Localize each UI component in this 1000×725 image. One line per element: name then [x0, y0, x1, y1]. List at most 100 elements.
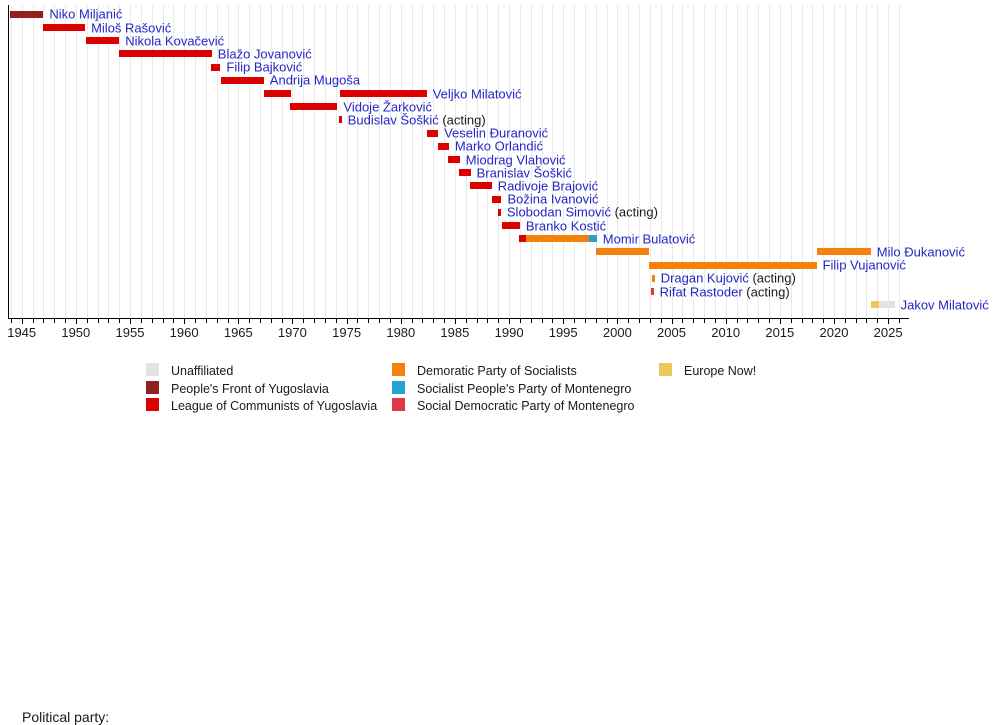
- person-name-link[interactable]: Branko Kostić: [525, 218, 607, 233]
- x-axis-major-tick: [292, 319, 294, 324]
- year-gridline: [801, 5, 803, 317]
- x-axis-tick-label: 1980: [386, 325, 416, 340]
- legend-label: Unaffiliated: [171, 364, 234, 378]
- term-bar: [339, 90, 427, 97]
- year-gridline: [108, 5, 110, 317]
- timeline-row-label: Milo Đukanović: [877, 245, 965, 258]
- x-axis-minor-tick: [519, 319, 521, 323]
- year-gridline: [411, 5, 413, 317]
- year-gridline: [758, 5, 760, 317]
- person-name-link[interactable]: Veselin Đuranović: [444, 125, 549, 141]
- person-name-link[interactable]: Radivoje Brajović: [497, 178, 599, 194]
- x-axis-minor-tick: [54, 319, 56, 323]
- timeline-row-label: Andrija Mugoša: [270, 74, 360, 87]
- x-axis-minor-tick: [866, 319, 868, 323]
- person-name-link[interactable]: Dragan Kujović: [660, 270, 749, 286]
- x-axis-major-tick: [75, 319, 77, 324]
- x-axis-tick-label: 1985: [440, 325, 470, 340]
- x-axis-minor-tick: [465, 319, 467, 323]
- year-gridline: [97, 5, 99, 317]
- year-gridline: [238, 5, 240, 317]
- year-gridline: [519, 5, 521, 317]
- term-bar: [491, 195, 502, 203]
- term-bar: [221, 76, 264, 84]
- legend-label: Socialist People's Party of Montenegro: [417, 382, 632, 396]
- person-name-link[interactable]: Vidoje Žarković: [343, 99, 433, 115]
- year-gridline: [54, 5, 56, 317]
- x-axis-minor-tick: [498, 319, 500, 323]
- x-axis-minor-tick: [649, 319, 651, 323]
- x-axis-minor-tick: [444, 319, 446, 323]
- x-axis-minor-tick: [43, 319, 45, 323]
- year-gridline: [465, 5, 467, 317]
- year-gridline: [682, 5, 684, 317]
- x-axis-minor-tick: [898, 319, 900, 323]
- person-name-link[interactable]: Filip Bajković: [226, 59, 303, 75]
- x-axis-major-tick: [454, 319, 456, 324]
- x-axis-minor-tick: [281, 319, 283, 323]
- acting-suffix: (acting): [742, 284, 790, 299]
- person-name-link[interactable]: Jakov Milatović: [900, 297, 989, 313]
- year-gridline: [32, 5, 34, 317]
- x-axis-major-tick: [725, 319, 727, 324]
- person-name-link[interactable]: Božina Ivanović: [507, 191, 599, 207]
- year-gridline: [433, 5, 435, 317]
- person-name-link[interactable]: Milo Đukanović: [876, 244, 965, 260]
- term-bar: [339, 116, 342, 124]
- x-axis-minor-tick: [584, 319, 586, 323]
- year-gridline: [10, 5, 12, 317]
- year-gridline: [281, 5, 283, 317]
- person-name-link[interactable]: Nikola Kovačević: [125, 33, 225, 49]
- person-name-link[interactable]: Momir Bulatović: [602, 231, 696, 247]
- legend-label: Europe Now!: [684, 364, 757, 378]
- person-name-link[interactable]: Miloš Rašović: [91, 20, 172, 35]
- x-axis-minor-tick: [216, 319, 218, 323]
- x-axis-minor-tick: [595, 319, 597, 323]
- person-name-link[interactable]: Andrija Mugoša: [269, 72, 361, 88]
- x-axis-minor-tick: [574, 319, 575, 323]
- x-axis-major-tick: [563, 319, 565, 324]
- term-bar: [9, 10, 44, 18]
- x-axis-minor-tick: [140, 319, 142, 323]
- year-gridline: [324, 5, 326, 317]
- x-axis-minor-tick: [628, 319, 630, 323]
- timeline-row-label: Branko Kostić: [526, 219, 606, 232]
- term-bar: [470, 182, 492, 190]
- person-name-link[interactable]: Niko Miljanić: [49, 6, 123, 22]
- legend-color-swatch: [146, 363, 159, 376]
- x-axis-minor-tick: [747, 319, 749, 323]
- timeline-row-label: Branislav Šoškić: [477, 166, 572, 179]
- x-axis-minor-tick: [682, 319, 684, 323]
- year-gridline: [184, 5, 186, 317]
- timeline-row-label: Radivoje Brajović: [498, 179, 598, 192]
- person-name-link[interactable]: Blažo Jovanović: [217, 46, 312, 62]
- person-name-link[interactable]: Veljko Milatović: [432, 86, 522, 101]
- person-name-link[interactable]: Slobodan Simović: [506, 204, 611, 220]
- year-gridline: [736, 5, 738, 317]
- timeline-row-label: Filip Bajković: [226, 61, 302, 74]
- person-name-link[interactable]: Budislav Šoškić: [347, 112, 439, 128]
- term-bar: [42, 24, 85, 31]
- x-axis-major-tick: [617, 319, 619, 324]
- y-axis-line: [8, 5, 9, 319]
- term-bar: [211, 63, 221, 71]
- x-axis-tick-label: 2025: [873, 325, 903, 340]
- x-axis-minor-tick: [801, 319, 803, 323]
- person-name-link[interactable]: Rifat Rastoder: [659, 284, 743, 299]
- year-gridline: [195, 5, 196, 317]
- x-axis-major-tick: [21, 319, 23, 324]
- legend-color-swatch: [146, 381, 159, 394]
- person-name-link[interactable]: Filip Vujanović: [822, 257, 906, 273]
- person-name-link[interactable]: Miodrag Vlahović: [465, 152, 566, 167]
- term-bar: [501, 222, 520, 229]
- term-bar: [589, 235, 597, 243]
- x-axis-minor-tick: [119, 319, 121, 323]
- year-gridline: [584, 5, 586, 317]
- year-gridline: [693, 5, 695, 317]
- year-gridline: [552, 5, 554, 317]
- person-name-link[interactable]: Marko Orlandić: [454, 138, 544, 154]
- legend-color-swatch: [146, 398, 159, 411]
- person-name-link[interactable]: Branislav Šoškić: [476, 165, 572, 181]
- year-gridline: [140, 5, 142, 317]
- year-gridline: [660, 5, 662, 317]
